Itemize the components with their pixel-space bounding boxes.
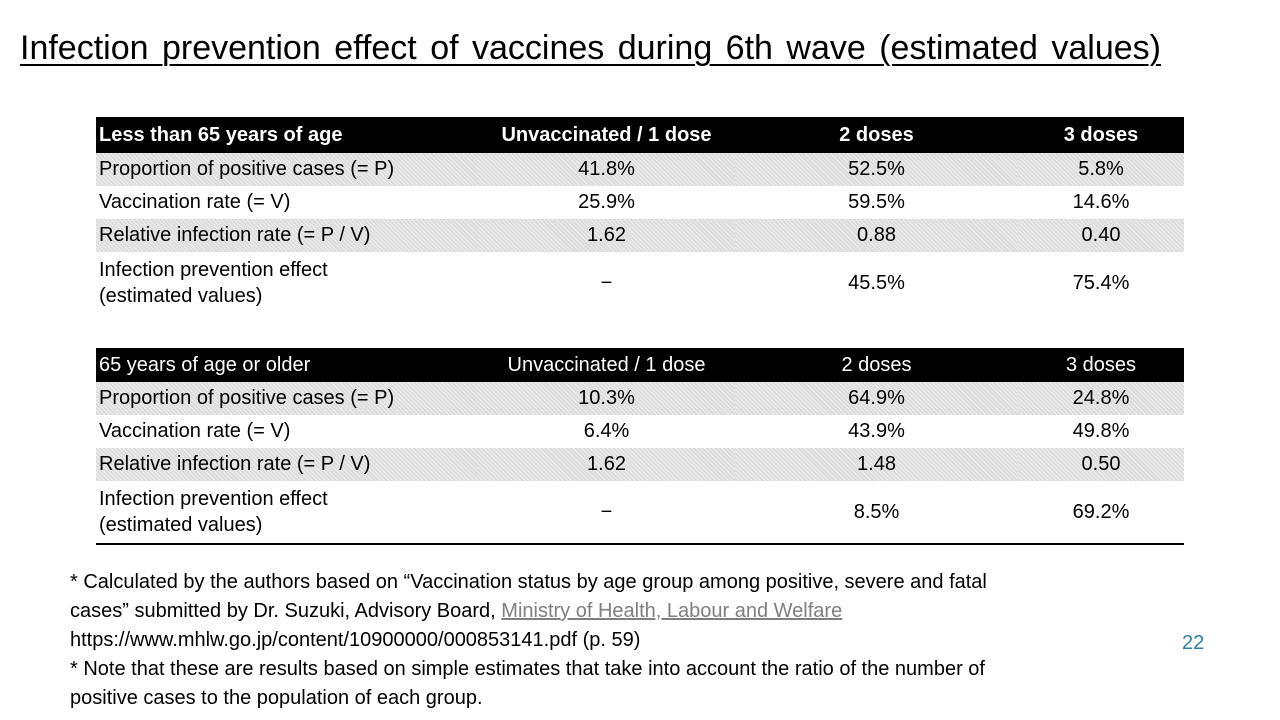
header-3-doses: 3 doses (1018, 117, 1184, 153)
cell-value: 1.62 (478, 219, 735, 252)
slide-title: Infection prevention effect of vaccines … (20, 29, 1161, 67)
header-2-doses: 2 doses (735, 348, 1018, 382)
footnote-line: positive cases to the population of each… (70, 687, 483, 709)
cell-value: 69.2% (1072, 501, 1130, 523)
cell-value: 49.8% (1072, 420, 1130, 442)
row-label: Proportion of positive cases (= P) (96, 153, 478, 186)
row-label-line: Infection prevention effect (99, 488, 328, 510)
page-number: 22 (1182, 632, 1205, 654)
table-row: Infection prevention effect (estimated v… (96, 252, 1184, 314)
cell-value: 6.4% (583, 420, 630, 442)
cell-value: 43.9% (848, 420, 905, 442)
cell-value: 75.4% (1072, 272, 1130, 294)
table-row: Vaccination rate (= V) 25.9% 59.5% 14.6% (96, 186, 1184, 219)
cell-value: 45.5% (848, 272, 905, 294)
vaccine-effect-table-65-plus: 65 years of age or older Unvaccinated / … (96, 348, 1184, 545)
footnotes: * Calculated by the authors based on “Va… (70, 568, 1190, 713)
row-label-line: Infection prevention effect (99, 259, 328, 281)
row-label: Infection prevention effect (estimated v… (96, 252, 478, 314)
footnote-text: cases” submitted by Dr. Suzuki, Advisory… (70, 600, 496, 622)
row-label: Relative infection rate (= P / V) (96, 219, 478, 252)
cell-value: 64.9% (735, 382, 1018, 415)
cell-value: 41.8% (478, 153, 735, 186)
cell-value: 0.50 (1018, 448, 1184, 481)
row-label: Infection prevention effect (estimated v… (96, 481, 478, 544)
cell-value: 25.9% (578, 191, 635, 213)
row-label: Proportion of positive cases (= P) (96, 382, 478, 415)
cell-value: 0.88 (735, 219, 1018, 252)
table-row: Relative infection rate (= P / V) 1.62 1… (96, 448, 1184, 481)
cell-value: 52.5% (735, 153, 1018, 186)
row-label-line: (estimated values) (99, 514, 263, 536)
footnote-line: * Calculated by the authors based on “Va… (70, 571, 987, 593)
cell-value: 5.8% (1018, 153, 1184, 186)
cell-value: 10.3% (478, 382, 735, 415)
table-row: Proportion of positive cases (= P) 10.3%… (96, 382, 1184, 415)
row-label: Relative infection rate (= P / V) (96, 448, 478, 481)
header-3-doses: 3 doses (1018, 348, 1184, 382)
table-row: Vaccination rate (= V) 6.4% 43.9% 49.8% (96, 415, 1184, 448)
table-row: Proportion of positive cases (= P) 41.8%… (96, 153, 1184, 186)
footnote-url: https://www.mhlw.go.jp/content/10900000/… (70, 629, 641, 651)
cell-value: 1.62 (478, 448, 735, 481)
row-label-line: (estimated values) (99, 285, 263, 307)
header-unvaccinated: Unvaccinated / 1 dose (478, 348, 735, 382)
header-age-group: 65 years of age or older (96, 348, 478, 382)
table-header-row: 65 years of age or older Unvaccinated / … (96, 348, 1184, 382)
cell-value: − (600, 272, 613, 294)
row-label: Vaccination rate (= V) (99, 420, 291, 442)
header-age-group: Less than 65 years of age (96, 117, 478, 153)
cell-value: − (600, 501, 613, 523)
cell-value: 24.8% (1018, 382, 1184, 415)
header-unvaccinated: Unvaccinated / 1 dose (478, 117, 735, 153)
cell-value: 1.48 (735, 448, 1018, 481)
table-header-row: Less than 65 years of age Unvaccinated /… (96, 117, 1184, 153)
footnote-line: cases” submitted by Dr. Suzuki, Advisory… (70, 597, 1190, 626)
cell-value: 0.40 (1018, 219, 1184, 252)
table-row: Infection prevention effect (estimated v… (96, 481, 1184, 544)
table-row: Relative infection rate (= P / V) 1.62 0… (96, 219, 1184, 252)
row-label: Vaccination rate (= V) (99, 191, 291, 213)
cell-value: 59.5% (848, 191, 905, 213)
footnote-line: * Note that these are results based on s… (70, 658, 985, 680)
vaccine-effect-table-under-65: Less than 65 years of age Unvaccinated /… (96, 117, 1184, 314)
cell-value: 8.5% (853, 501, 900, 523)
cell-value: 14.6% (1072, 191, 1130, 213)
mhlw-link[interactable]: Ministry of Health, Labour and Welfare (501, 600, 843, 622)
header-2-doses: 2 doses (735, 117, 1018, 153)
